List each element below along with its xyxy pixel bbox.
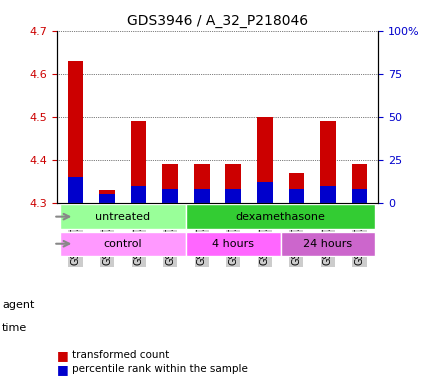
Text: ■: ■ (56, 349, 68, 362)
Bar (319, 186, 335, 203)
Bar (319, 121, 335, 203)
Bar (130, 121, 146, 203)
Bar (194, 189, 209, 203)
Bar (185, 232, 280, 256)
Text: percentile rank within the sample: percentile rank within the sample (72, 364, 247, 374)
Bar (130, 186, 146, 203)
Text: 24 hours: 24 hours (302, 239, 352, 249)
Bar (288, 173, 304, 203)
Bar (59, 232, 185, 256)
Bar (162, 164, 178, 203)
Bar (185, 204, 375, 229)
Text: control: control (103, 239, 142, 249)
Text: agent: agent (2, 300, 34, 310)
Bar (288, 189, 304, 203)
Bar (162, 189, 178, 203)
Bar (225, 189, 240, 203)
Bar (67, 177, 83, 203)
Bar (67, 61, 83, 203)
Text: dexamethasone: dexamethasone (235, 212, 325, 222)
Bar (280, 232, 375, 256)
Bar (99, 190, 115, 203)
Text: untreated: untreated (95, 212, 150, 222)
Bar (225, 164, 240, 203)
Bar (256, 117, 272, 203)
Text: transformed count: transformed count (72, 350, 169, 360)
Text: ■: ■ (56, 363, 68, 376)
Bar (59, 204, 185, 229)
Bar (99, 194, 115, 203)
Text: time: time (2, 323, 27, 333)
Text: 4 hours: 4 hours (212, 239, 254, 249)
Bar (194, 164, 209, 203)
Title: GDS3946 / A_32_P218046: GDS3946 / A_32_P218046 (127, 14, 307, 28)
Bar (351, 164, 367, 203)
Bar (351, 189, 367, 203)
Bar (256, 182, 272, 203)
